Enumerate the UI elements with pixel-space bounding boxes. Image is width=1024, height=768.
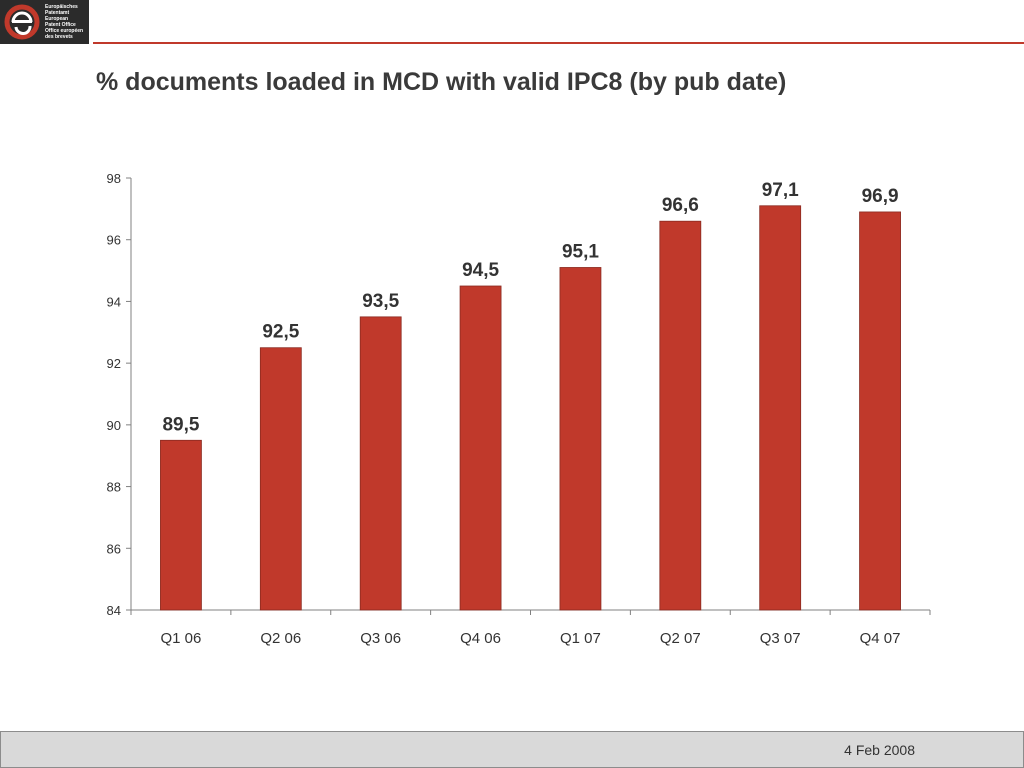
x-tick-label: Q3 07 bbox=[760, 630, 801, 647]
epo-logo-icon bbox=[4, 4, 40, 40]
bar bbox=[459, 285, 502, 611]
y-tick-label: 88 bbox=[107, 480, 121, 495]
logo-line: Europäisches bbox=[45, 4, 78, 10]
epo-logo: Europäisches Patentamt European Patent O… bbox=[0, 0, 89, 44]
data-label: 92,5 bbox=[262, 322, 299, 343]
x-tick-label: Q1 06 bbox=[161, 630, 202, 647]
y-tick-label: 98 bbox=[107, 171, 121, 186]
data-label: 95,1 bbox=[562, 241, 599, 262]
bar bbox=[559, 267, 602, 611]
logo-line: des brevets bbox=[45, 34, 73, 40]
footer-bar: 4 Feb 2008 bbox=[0, 731, 1024, 768]
y-tick-label: 96 bbox=[107, 233, 121, 248]
bar bbox=[859, 211, 901, 611]
logo-line: Patent Office bbox=[45, 22, 76, 28]
logo-line: Office européen bbox=[45, 28, 84, 34]
x-tick-label: Q2 06 bbox=[260, 630, 301, 647]
y-tick-label: 86 bbox=[107, 541, 121, 556]
bar bbox=[759, 205, 802, 611]
header-divider bbox=[93, 42, 1024, 44]
footer-date: 4 Feb 2008 bbox=[844, 742, 915, 758]
bar bbox=[359, 316, 402, 611]
logo-line: Patentamt bbox=[45, 10, 70, 16]
data-label: 93,5 bbox=[362, 291, 399, 312]
x-tick-label: Q4 07 bbox=[860, 630, 901, 647]
data-label: 94,5 bbox=[462, 260, 499, 281]
bar bbox=[160, 439, 202, 611]
bar bbox=[659, 220, 702, 611]
data-label: 97,1 bbox=[762, 180, 799, 201]
data-label: 96,9 bbox=[862, 186, 899, 207]
x-tick-label: Q1 07 bbox=[560, 630, 601, 647]
data-label: 89,5 bbox=[162, 414, 199, 435]
x-tick-label: Q4 06 bbox=[460, 630, 501, 647]
y-tick-label: 92 bbox=[107, 356, 121, 371]
x-tick-label: Q3 06 bbox=[360, 630, 401, 647]
y-tick-label: 90 bbox=[107, 418, 121, 433]
slide-title: % documents loaded in MCD with valid IPC… bbox=[96, 68, 787, 96]
logo-text: Europäisches Patentamt European Patent O… bbox=[45, 4, 89, 40]
x-tick-label: Q2 07 bbox=[660, 630, 701, 647]
data-label: 96,6 bbox=[662, 195, 699, 216]
bar bbox=[259, 347, 302, 611]
y-tick-label: 94 bbox=[107, 294, 121, 309]
logo-line: European bbox=[45, 16, 69, 22]
y-tick-label: 84 bbox=[107, 603, 121, 618]
